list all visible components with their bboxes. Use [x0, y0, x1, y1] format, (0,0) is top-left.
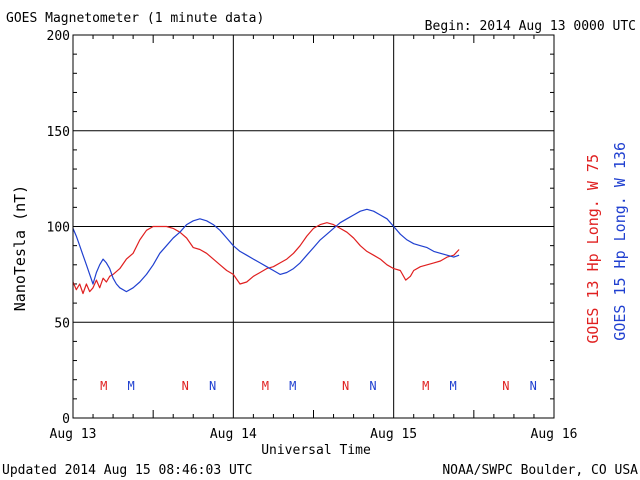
- mn-marker: M: [422, 379, 429, 393]
- mn-marker: M: [289, 379, 296, 393]
- mn-marker: M: [128, 379, 135, 393]
- legend-goes13: GOES 13 Hp Long. W 75: [584, 154, 602, 344]
- mn-marker: N: [530, 379, 537, 393]
- y-tick-label: 150: [47, 125, 70, 140]
- y-axis-label: NanoTesla (nT): [11, 185, 29, 311]
- mn-marker: N: [182, 379, 189, 393]
- mn-marker: N: [369, 379, 376, 393]
- series-layer: [72, 208, 460, 295]
- mn-marker: M: [262, 379, 269, 393]
- y-tick-label: 200: [47, 29, 70, 44]
- mn-marker: N: [342, 379, 349, 393]
- grid: [73, 35, 554, 418]
- tick-labels: 0 50 100 150 200 Aug 13 Aug 14 Aug 15 Aug 16: [47, 29, 578, 442]
- begin-time: Begin: 2014 Aug 13 0000 UTC: [425, 19, 636, 34]
- y-tick-label: 100: [47, 221, 70, 236]
- series-line-goes15: [72, 208, 460, 293]
- mn-marker: N: [502, 379, 509, 393]
- y-tick-label: 0: [62, 412, 70, 427]
- x-tick-label: Aug 13: [50, 427, 97, 442]
- series-line-goes13: [72, 222, 460, 295]
- x-axis-label: Universal Time: [261, 443, 371, 458]
- mn-marker: N: [209, 379, 216, 393]
- y-tick-label: 50: [54, 316, 70, 331]
- plot-frame: [72, 34, 555, 419]
- credit-text: NOAA/SWPC Boulder, CO USA: [442, 463, 638, 478]
- mn-marker: M: [450, 379, 457, 393]
- mn-marker: M: [100, 379, 107, 393]
- x-tick-label: Aug 15: [370, 427, 417, 442]
- x-tick-label: Aug 14: [210, 427, 257, 442]
- updated-time: Updated 2014 Aug 15 08:46:03 UTC: [2, 463, 252, 478]
- x-tick-label: Aug 16: [531, 427, 578, 442]
- legend-goes15: GOES 15 Hp Long. W 136: [611, 142, 629, 341]
- chart-title: GOES Magnetometer (1 minute data): [6, 11, 264, 26]
